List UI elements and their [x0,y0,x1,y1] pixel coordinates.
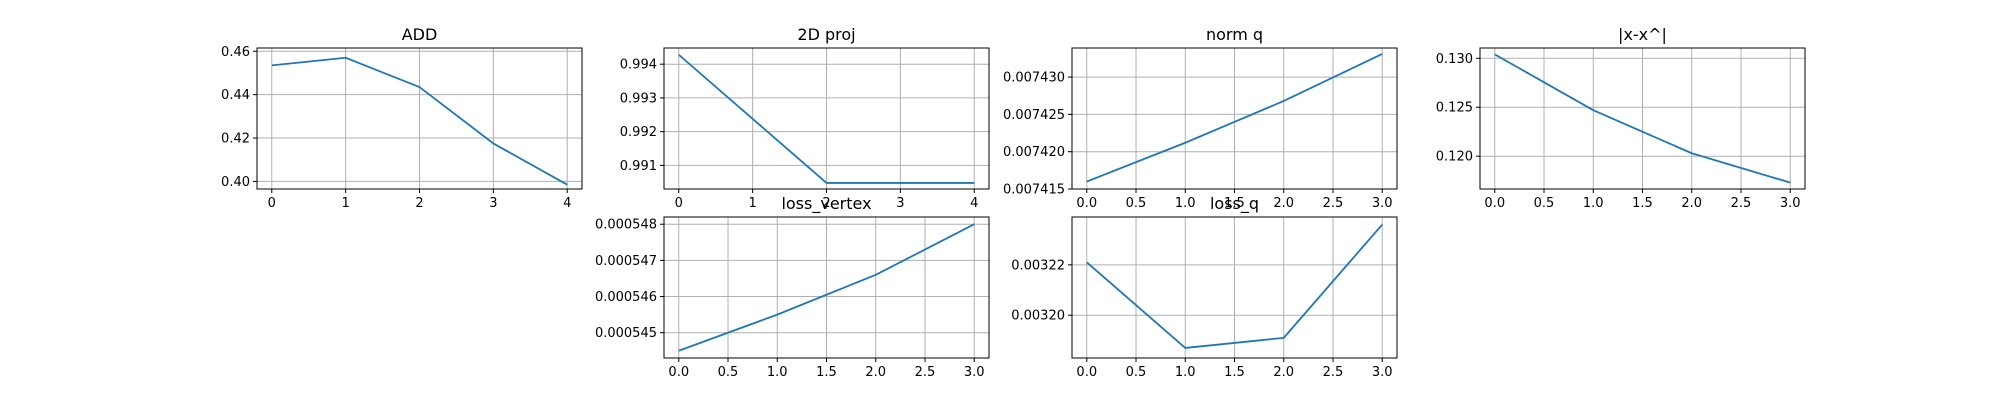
y-tick-label: 0.007420 [1003,145,1065,160]
x-tick-label: 2.0 [1273,196,1294,211]
x-tick-label: 3.0 [1372,365,1393,380]
subplot-x-x: 0.0 0.5 1.0 1.5 2.0 2.5 3.0 0.120 0.125 0.130 |x-x… [1436,25,1806,211]
y-tick-label: 0.991 [620,159,657,174]
subplot-title: |x-x^| [1618,25,1667,44]
y-tick-label: 0.40 [221,175,250,190]
x-tick-label: 0.5 [1126,196,1147,211]
subplot-loss-q: 0.0 0.5 1.0 1.5 2.0 2.5 3.0 0.00320 0.00322 loss_… [1011,194,1398,380]
subplot-title: ADD [402,25,438,44]
x-tick-label: 0 [675,196,683,211]
x-tick-label: 2.0 [865,365,886,380]
x-tick-label: 1.0 [1583,196,1604,211]
y-tick-label: 0.00320 [1011,309,1065,324]
series-line [271,56,568,186]
subplot-title: norm q [1206,25,1263,44]
x-tick-label: 1.0 [767,365,788,380]
x-tick-label: 1.5 [1224,196,1245,211]
x-tick-label: 1 [748,196,756,211]
x-tick-label: 2.5 [1323,365,1344,380]
y-tick-label: 0.992 [620,125,657,140]
y-tick-label: 0.000547 [595,254,657,269]
x-tick-label: 2.0 [1681,196,1702,211]
x-tick-label: 0.5 [718,365,739,380]
x-tick-label: 1 [341,196,349,211]
x-tick-label: 3.0 [1372,196,1393,211]
y-tick-label: 0.44 [221,88,250,103]
axes-frame [1479,47,1806,190]
axes-frame [1071,216,1398,359]
subplot-2d-proj: 0 1 2 3 4 0.991 0.992 0.993 0.994 2D proj [620,25,990,211]
x-tick-label: 2.0 [1273,365,1294,380]
x-tick-label: 3 [896,196,904,211]
subplot-title: loss_vertex [781,194,871,214]
y-tick-label: 0.46 [221,45,250,60]
y-tick-label: 0.120 [1436,150,1473,165]
series-line [678,54,975,184]
subplot-norm-q: 0.0 0.5 1.0 1.5 2.0 2.5 3.0 0.007415 0.007420 0.0… [1003,25,1398,211]
y-tick-label: 0.993 [620,91,657,106]
x-tick-label: 3.0 [964,365,985,380]
x-tick-label: 0.0 [668,365,689,380]
series-line [1086,53,1383,183]
x-tick-label: 2.5 [1731,196,1752,211]
subplot-title: loss_q [1210,194,1259,214]
series-line [1086,223,1383,349]
y-tick-label: 0.007425 [1003,108,1065,123]
x-tick-label: 2.5 [1323,196,1344,211]
x-tick-label: 1.5 [1224,365,1245,380]
x-tick-label: 0.0 [1076,365,1097,380]
y-tick-label: 0.000545 [595,326,657,341]
axes-frame [1071,47,1398,190]
x-tick-label: 4 [970,196,978,211]
y-tick-label: 0.994 [620,58,657,73]
x-tick-label: 2 [822,196,830,211]
y-tick-label: 0.42 [221,132,250,147]
y-tick-label: 0.007430 [1003,71,1065,86]
x-tick-label: 1.5 [1632,196,1653,211]
y-tick-label: 0.000548 [595,218,657,233]
x-tick-label: 0.0 [1484,196,1505,211]
x-tick-label: 2.5 [915,365,936,380]
y-tick-label: 0.00322 [1011,258,1065,273]
y-tick-label: 0.125 [1436,101,1473,116]
axes-frame [256,47,583,190]
x-tick-label: 3 [489,196,497,211]
y-tick-label: 0.007415 [1003,183,1065,198]
x-tick-label: 0.5 [1534,196,1555,211]
x-tick-label: 1.5 [816,365,837,380]
x-tick-label: 0.5 [1126,365,1147,380]
x-tick-label: 3.0 [1780,196,1801,211]
x-tick-label: 1.0 [1175,365,1196,380]
axes-frame [663,216,990,359]
x-tick-label: 4 [563,196,571,211]
axes-frame [663,47,990,190]
y-tick-label: 0.130 [1436,52,1473,67]
x-tick-label: 0.0 [1076,196,1097,211]
series-line [1494,53,1791,184]
x-tick-label: 0 [268,196,276,211]
subplot-loss-vertex: 0.0 0.5 1.0 1.5 2.0 2.5 3.0 0.000545 0.000546 0.0… [595,194,990,380]
x-tick-label: 2 [415,196,423,211]
subplot-add: 0 1 2 3 4 0.40 0.42 0.44 0.46 ADD [221,25,583,211]
x-tick-label: 1.0 [1175,196,1196,211]
y-tick-label: 0.000546 [595,290,657,305]
subplot-title: 2D proj [797,25,855,44]
series-line [678,223,975,352]
